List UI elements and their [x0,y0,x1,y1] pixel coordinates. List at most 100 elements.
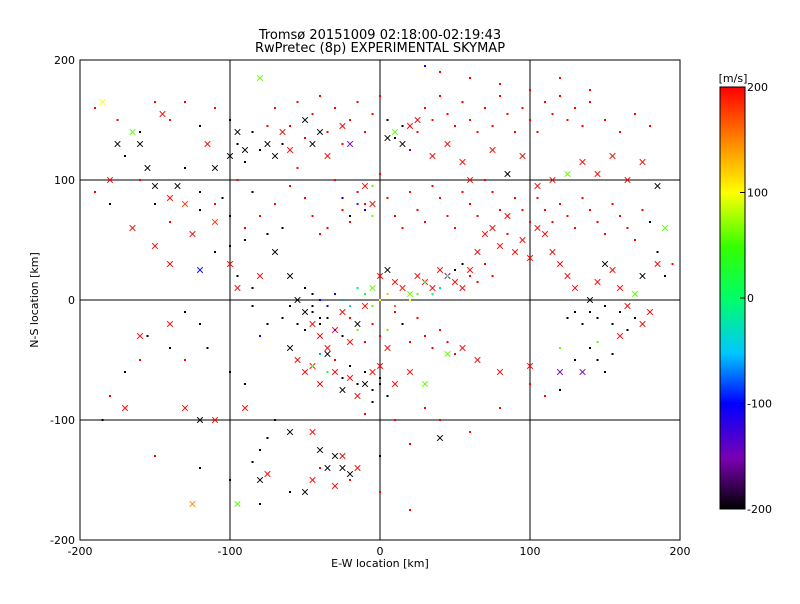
data-point-cross [369,284,376,292]
data-point-cross [174,182,181,190]
data-point-cross [616,332,624,340]
data-point-cross [654,260,661,268]
data-point-cross [594,278,601,286]
data-point-dot [529,221,531,223]
data-point-dot [311,215,314,217]
data-point-dot [364,209,366,211]
data-point-dot [296,101,299,103]
data-point-dot [476,281,479,283]
data-point-dot [559,389,561,391]
data-point-cross [654,182,661,190]
data-point-dot [619,131,621,133]
data-point-cross [286,344,294,352]
data-point-dot [229,371,231,373]
data-point-cross [331,368,339,376]
data-point-dot [559,347,561,349]
y-tick-label: -100 [50,414,75,427]
data-point-dot [664,275,666,277]
data-point-cross [489,224,496,232]
data-point-dot [311,365,314,367]
data-point-dot [566,215,569,217]
data-point-cross [99,98,106,106]
y-tick-label: 200 [54,54,75,67]
data-point-dot [334,179,336,181]
data-point-cross [354,392,361,400]
data-point-dot [341,299,344,301]
data-point-dot [169,347,171,349]
data-point-cross [624,176,631,184]
data-point-dot [266,233,269,235]
data-point-dot [281,143,284,145]
data-point-dot [559,77,561,79]
data-point-cross [241,404,249,412]
data-point-cross [339,308,346,316]
data-point-cross [534,224,541,232]
data-point-dot [506,113,509,115]
data-point-dot [251,461,254,463]
data-point-cross [541,230,549,238]
data-point-dot [169,221,171,223]
data-point-dot [371,305,374,307]
data-point-cross [594,170,601,178]
data-point-dot [349,365,351,367]
data-point-dot [454,227,456,229]
data-point-cross [631,290,639,298]
data-point-dot [304,197,306,199]
data-point-cross [444,350,451,358]
data-point-cross [301,116,309,124]
data-point-cross [264,470,271,478]
data-point-cross [241,146,249,154]
data-point-cross [361,302,369,310]
data-point-dot [334,107,336,109]
data-point-dot [461,263,464,265]
data-point-dot [109,395,111,397]
data-point-dot [446,215,449,217]
data-point-dot [379,299,381,301]
data-point-dot [589,311,591,313]
data-point-dot [416,293,419,295]
data-point-cross [166,260,174,268]
data-point-cross [286,272,294,280]
data-point-cross [136,140,144,148]
data-point-dot [409,509,411,511]
data-point-dot [274,107,276,109]
data-point-cross [339,122,346,130]
data-point-dot [341,335,344,337]
data-point-cross [609,152,616,160]
data-point-dot [574,227,576,229]
data-point-cross [331,482,339,490]
data-point-cross [504,212,511,220]
data-point-dot [439,287,441,289]
colorbar-tick-label: -200 [747,503,772,516]
data-point-dot [334,359,336,361]
data-point-dot [401,323,404,325]
data-point-cross [474,356,481,364]
data-point-dot [379,383,381,385]
y-axis-label: N-S location [km] [28,252,41,348]
data-point-dot [319,95,321,97]
data-point-dot [461,101,464,103]
data-point-dot [581,323,584,325]
data-point-cross [391,128,399,136]
data-point-cross [616,284,624,292]
data-point-dot [371,215,374,217]
data-point-dot [229,215,231,217]
data-point-dot [581,197,584,199]
data-point-dot [409,341,411,343]
data-point-cross [309,320,316,328]
data-point-cross [519,152,526,160]
data-point-cross [369,200,376,208]
data-point-dot [551,221,554,223]
data-point-dot [416,317,419,319]
data-point-dot [184,359,186,361]
data-point-dot [409,149,411,151]
data-point-dot [566,317,569,319]
data-point-cross [114,140,121,148]
data-point-cross [601,260,609,268]
data-point-cross [429,152,436,160]
data-point-dot [379,173,381,175]
data-point-dot [416,131,419,133]
data-point-dot [311,311,314,313]
data-point-dot [94,191,96,193]
data-point-dot [169,119,171,121]
